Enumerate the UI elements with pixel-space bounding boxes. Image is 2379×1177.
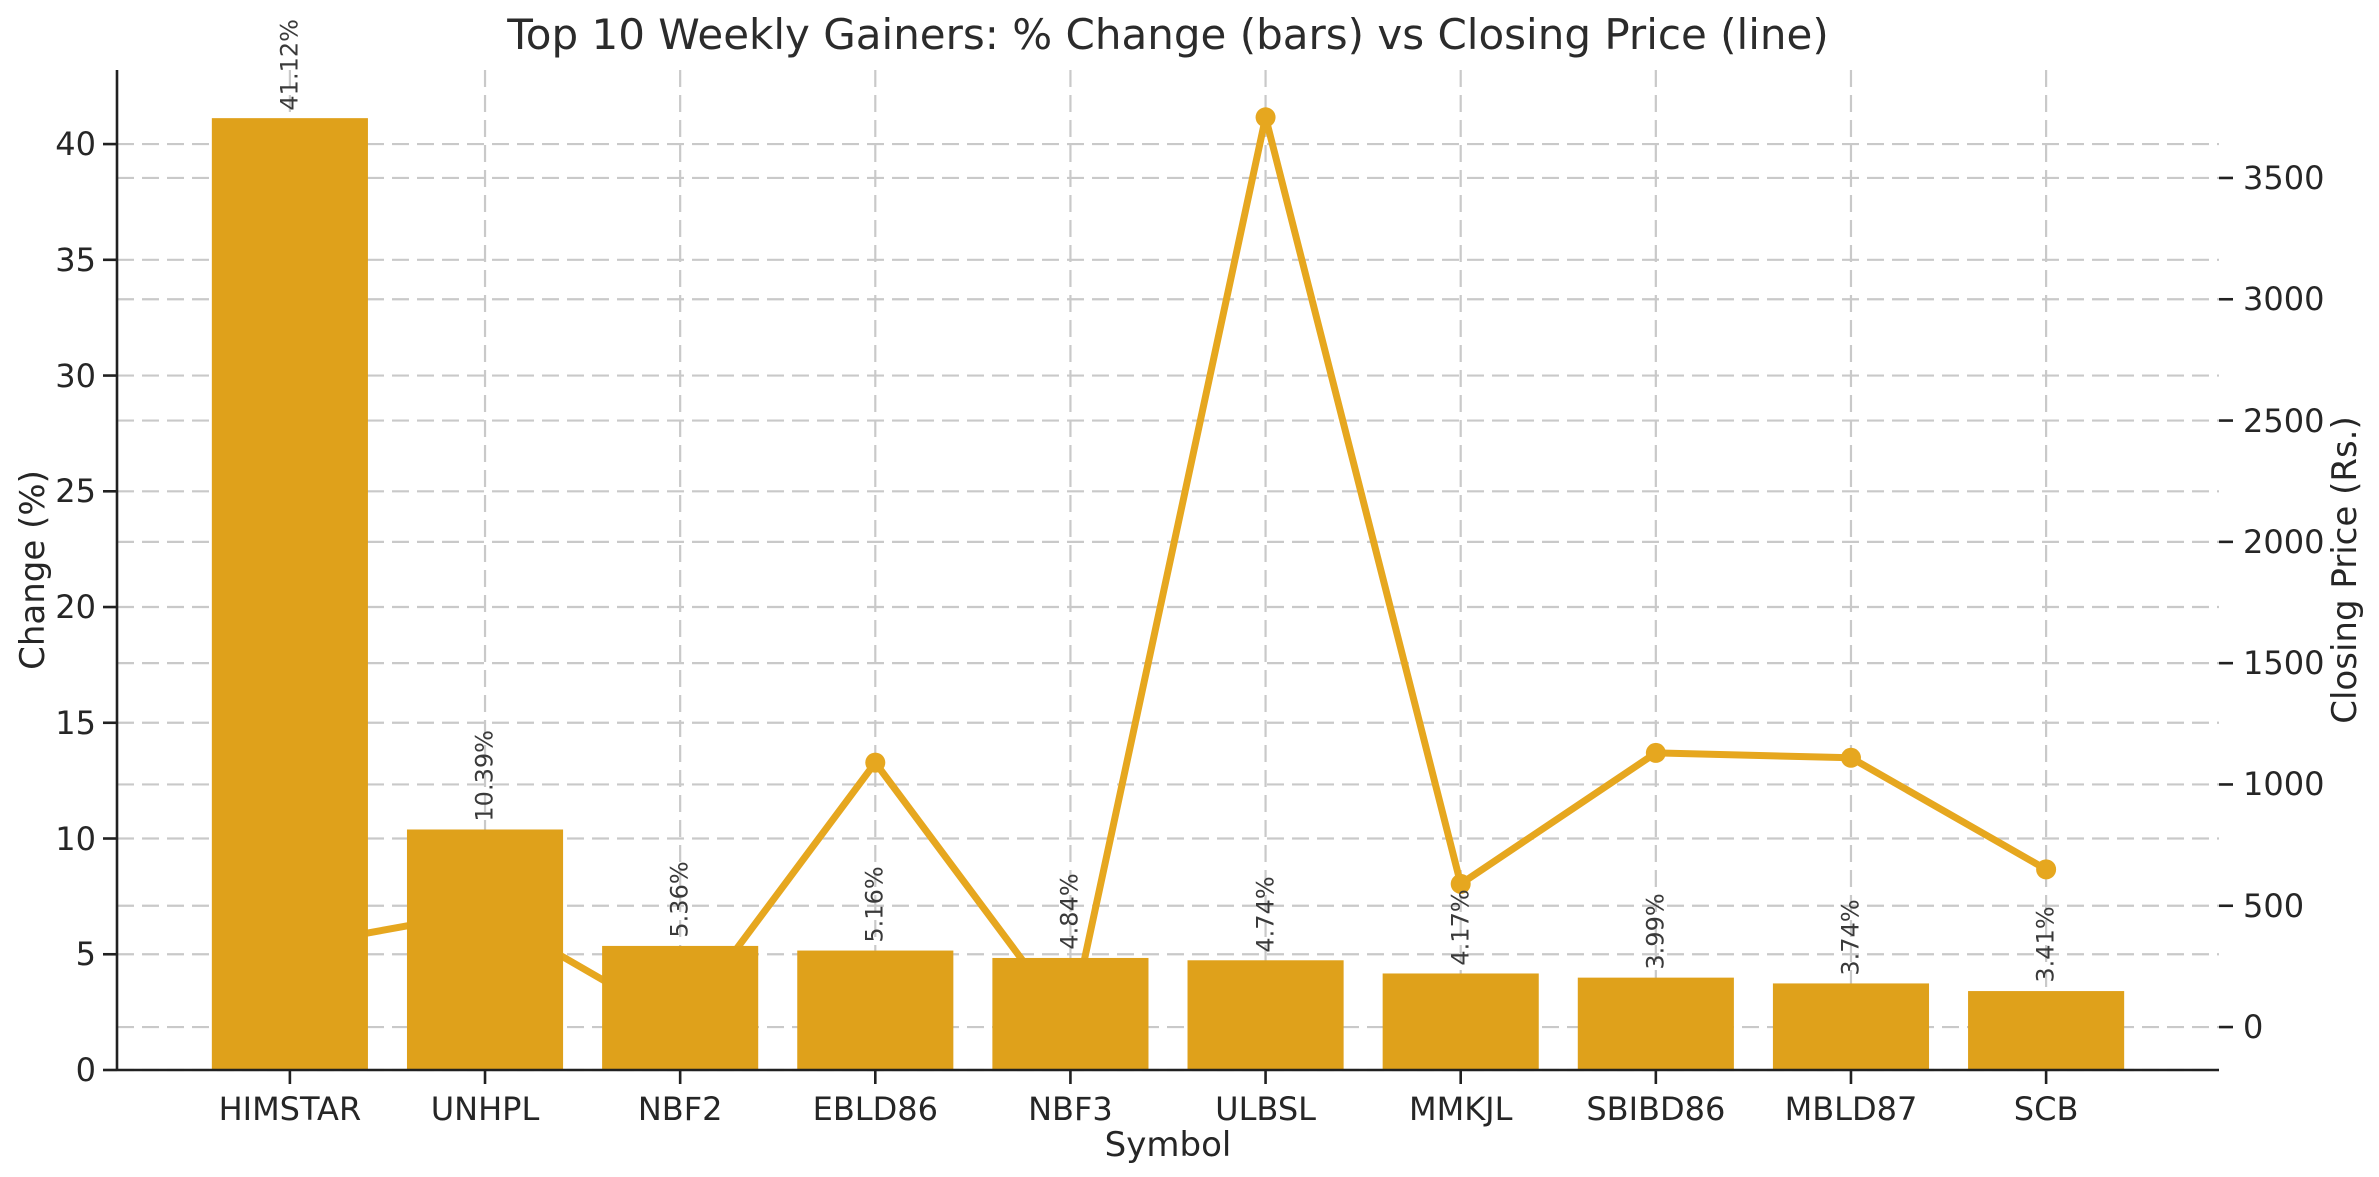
x-tick-label: ULBSL: [1215, 1090, 1316, 1128]
line-marker: [1255, 107, 1276, 128]
x-tick-label: MMKJL: [1408, 1090, 1513, 1128]
right-tick-label: 2500: [2243, 401, 2325, 440]
right-tick-label: 3500: [2243, 158, 2325, 197]
right-tick-label: 2000: [2243, 522, 2325, 561]
right-tick-label: 3000: [2243, 280, 2325, 319]
line-marker: [865, 752, 886, 773]
line-marker: [2036, 859, 2057, 880]
line-marker: [1450, 873, 1471, 894]
left-tick-label: 5: [75, 935, 96, 974]
left-tick-label: 30: [55, 356, 96, 395]
left-tick-label: 15: [55, 703, 96, 742]
bar-UNHPL: [406, 829, 564, 1070]
x-tick-label: EBLD86: [812, 1090, 938, 1128]
bar-NBF3: [992, 957, 1149, 1070]
bar-SBIBD86: [1577, 977, 1734, 1070]
axes-spines: [103, 70, 2233, 1084]
x-tick-label: NBF3: [1028, 1090, 1113, 1128]
chart-title: Top 10 Weekly Gainers: % Change (bars) v…: [507, 10, 1829, 59]
left-tick-label: 25: [55, 472, 96, 511]
right-axis-label: Closing Price (Rs.): [2325, 416, 2365, 724]
line-marker: [1840, 747, 1861, 768]
left-tick-label: 0: [75, 1051, 96, 1089]
right-tick-label: 0: [2243, 1008, 2264, 1047]
bar-SCB: [1968, 991, 2125, 1070]
left-tick-label: 40: [55, 125, 96, 164]
bar-NBF2: [602, 945, 759, 1070]
left-tick-label: 10: [55, 819, 96, 858]
x-tick-label: SBIBD86: [1586, 1090, 1726, 1128]
bar-HIMSTAR: [211, 118, 368, 1071]
x-tick-label: NBF2: [637, 1090, 723, 1128]
x-tick-label: UNHPL: [430, 1090, 540, 1128]
bar-series: [211, 118, 2125, 1071]
bar-EBLD86: [797, 950, 954, 1070]
x-tick-label: HIMSTAR: [218, 1090, 362, 1128]
x-tick-label: MBLD87: [1784, 1090, 1918, 1128]
right-tick-label: 1000: [2243, 765, 2325, 804]
left-tick-label: 35: [55, 240, 96, 279]
price-line: [286, 113, 2050, 1029]
bar-ULBSL: [1187, 960, 1344, 1070]
left-axis-label: Change (%): [13, 470, 53, 670]
right-tick-label: 500: [2243, 886, 2305, 925]
bar-MMKJL: [1382, 973, 1539, 1070]
bar-MBLD87: [1772, 983, 1930, 1070]
x-tick-label: SCB: [2013, 1090, 2079, 1128]
left-tick-label: 20: [55, 588, 96, 627]
x-axis-label: Symbol: [1104, 1125, 1232, 1165]
right-tick-label: 1500: [2243, 644, 2325, 683]
line-marker: [1645, 742, 1666, 763]
